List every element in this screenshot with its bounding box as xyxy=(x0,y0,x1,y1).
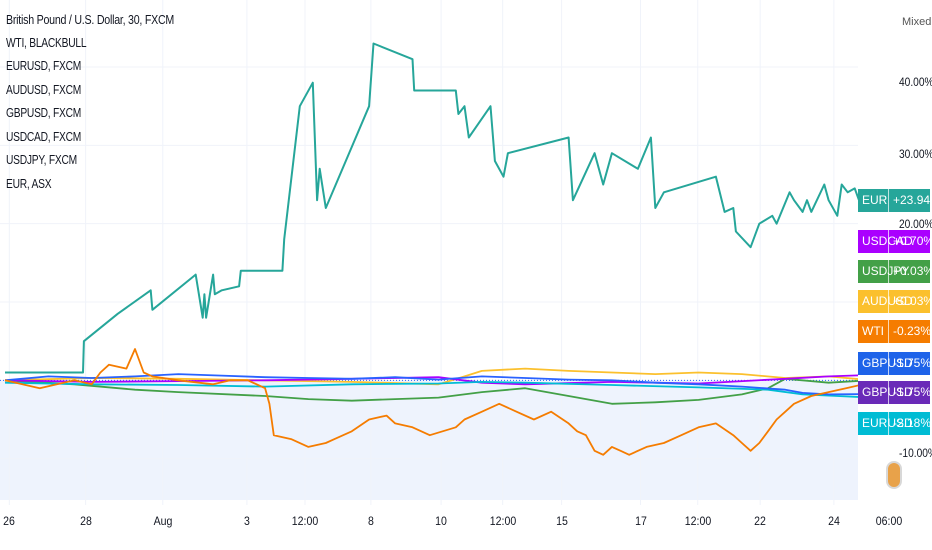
price-badge-eurusd: EURUSD -2.18% xyxy=(858,412,932,435)
legend-item[interactable]: WTI, BLACKBULL xyxy=(6,35,87,50)
price-badge-usdcad: USDCAD +0.70% xyxy=(858,230,932,253)
x-tick-label: Aug xyxy=(153,514,173,528)
badge-value: -2.18% xyxy=(893,416,932,430)
price-badge-audusd: AUDUSD +0.03% xyxy=(858,290,932,313)
x-tick-label: 3 xyxy=(243,514,250,528)
y-tick-label: 40.00% xyxy=(899,75,932,89)
x-tick-label: 15 xyxy=(555,514,568,528)
legend-item[interactable]: EURUSD, FXCM xyxy=(6,59,82,73)
flag-icon[interactable] xyxy=(886,461,902,489)
x-tick-label: 06:00 xyxy=(876,514,903,528)
price-badge-wti: WTI -0.23% xyxy=(858,320,932,343)
badge-symbol: WTI xyxy=(858,320,889,343)
x-tick-label: 12:00 xyxy=(489,514,516,528)
badge-value: -1.75% xyxy=(893,385,932,399)
badge-value: -0.23% xyxy=(893,324,932,338)
badge-value: -1.75% xyxy=(893,356,932,370)
badge-symbol: GBPUSD xyxy=(858,381,913,404)
price-badge-gbpusd: GBPUSD -1.75% xyxy=(858,352,932,375)
x-tick-label: 12:00 xyxy=(684,514,711,528)
series-line-eur[interactable] xyxy=(5,42,858,374)
y-tick-label: 20.00% xyxy=(899,217,932,231)
legend-title[interactable]: British Pound / U.S. Dollar, 30, FXCM xyxy=(6,12,175,27)
y-tick-label: 30.00% xyxy=(899,147,932,161)
badge-symbol: USDJPY xyxy=(858,260,909,283)
price-badge-usdjpy: USDJPY +0.03% xyxy=(858,260,932,283)
series-line-eurusd[interactable] xyxy=(4,380,858,398)
legend-item[interactable]: USDCAD, FXCM xyxy=(6,129,82,144)
x-tick-label: 17 xyxy=(634,514,647,528)
legend-item[interactable]: AUDUSD, FXCM xyxy=(6,82,82,97)
legend-item[interactable]: USDJPY, FXCM xyxy=(6,153,77,167)
price-badge-gbpusd-main: GBPUSD -1.75% xyxy=(858,381,932,404)
chart-svg[interactable] xyxy=(0,0,858,505)
series-line-wti[interactable] xyxy=(4,348,858,456)
legend: British Pound / U.S. Dollar, 30, FXCM WT… xyxy=(6,8,211,196)
badge-symbol: EUR xyxy=(858,189,889,212)
badge-value: +0.03% xyxy=(893,294,932,308)
scale-mode-label[interactable]: Mixed xyxy=(902,16,932,28)
x-tick-label: 12:00 xyxy=(291,514,319,528)
x-tick-label: 8 xyxy=(367,514,374,528)
x-tick-label: 22 xyxy=(754,514,767,528)
legend-item[interactable]: EUR, ASX xyxy=(6,176,52,191)
badge-value: +0.03% xyxy=(893,264,932,278)
badge-symbol: USDCAD xyxy=(858,230,913,253)
badge-value: +23.94% xyxy=(893,193,932,207)
baseline-fill xyxy=(0,380,858,500)
legend-item[interactable]: GBPUSD, FXCM xyxy=(6,106,82,120)
x-tick-label: 26 xyxy=(3,514,16,528)
x-tick-label: 28 xyxy=(79,514,92,528)
series-line-gbpusd[interactable] xyxy=(4,373,858,396)
badge-symbol: AUDUSD xyxy=(858,290,913,313)
y-tick-label: -10.00% xyxy=(899,446,932,460)
chart-area[interactable] xyxy=(0,0,858,505)
badge-value: +0.70% xyxy=(893,234,932,248)
x-tick-label: 10 xyxy=(435,514,447,528)
badge-symbol: GBPUSD xyxy=(858,352,913,375)
x-tick-label: 24 xyxy=(827,514,840,528)
badge-symbol: EURUSD xyxy=(858,412,913,435)
price-badge-eur: EUR +23.94% xyxy=(858,189,932,212)
